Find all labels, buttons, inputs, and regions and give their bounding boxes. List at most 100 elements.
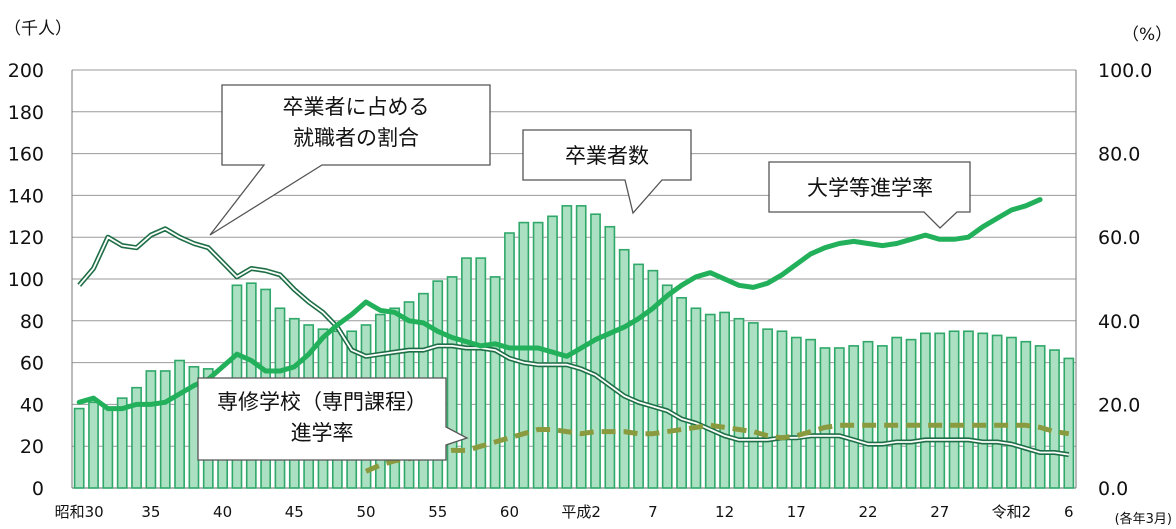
graduates-bar <box>719 311 730 489</box>
graduates-bar <box>532 221 544 489</box>
y-right-tick-label: 100.0 <box>1098 60 1152 82</box>
x-tick-label: 12 <box>715 503 734 521</box>
y-left-unit: （千人） <box>4 19 72 39</box>
x-axis-note: (各年3月) <box>1115 511 1172 527</box>
graduates-bar <box>73 407 85 489</box>
y-right-tick-label: 80.0 <box>1098 144 1140 166</box>
graduates-bar <box>876 345 888 489</box>
callout-university <box>768 161 971 229</box>
graduates-bar <box>690 307 702 489</box>
graduates-bar <box>733 317 745 489</box>
y-left-tick-label: 60 <box>20 353 44 375</box>
graduates-bar <box>159 370 171 489</box>
graduates-bar <box>862 340 874 489</box>
university-rate-line <box>76 197 1043 412</box>
callout-label: 卒業者に占める <box>283 95 430 119</box>
y-right-tick-label: 60.0 <box>1098 227 1140 249</box>
graduates-bar <box>633 263 644 489</box>
graduates-bar <box>518 221 530 489</box>
graduates-bar <box>819 347 831 489</box>
graduates-bar <box>590 213 601 489</box>
graduates-bar <box>131 386 142 489</box>
callout-label: 就職者の割合 <box>293 126 419 150</box>
x-tick-label: 令和2 <box>992 503 1032 521</box>
x-tick-label: 7 <box>648 503 658 521</box>
graduates-bar <box>145 370 157 489</box>
graduates-bar <box>1006 336 1017 489</box>
graduates-bar <box>489 276 501 489</box>
callout-label: 進学率 <box>291 421 354 445</box>
y-left-tick-label: 20 <box>20 436 44 458</box>
graduates-bar <box>88 401 99 489</box>
graduates-bar <box>1034 345 1046 489</box>
graduates-bar <box>920 332 931 489</box>
graduates-bar <box>446 276 458 489</box>
graduates-bar <box>1063 357 1075 489</box>
x-tick-label: 昭和30 <box>55 503 104 521</box>
graduates-bar <box>604 225 616 489</box>
employment-ratio-line-inner <box>78 227 1069 456</box>
callout-label: 大学等進学率 <box>807 176 933 200</box>
graduates-bar <box>461 257 472 489</box>
callout-employment <box>209 84 491 236</box>
graduates-bar <box>1020 340 1032 489</box>
x-tick-label: 22 <box>858 503 877 521</box>
graduates-bar <box>704 313 716 489</box>
axes: 0 20 40 60 80 100 120 140 160 180 200 0.0 20.0 40.0 60… <box>4 19 1172 527</box>
graduates-bar <box>776 330 788 489</box>
y-left-tick-label: 0 <box>32 478 44 500</box>
x-tick-label: 45 <box>285 503 304 521</box>
graduates-bar <box>647 269 659 489</box>
graduates-bar <box>661 284 673 489</box>
x-tick-label: 27 <box>930 503 949 521</box>
x-tick-label: 60 <box>500 503 519 521</box>
graduates-bar <box>762 328 774 489</box>
x-tick-label: 17 <box>787 503 806 521</box>
y-left-tick-label: 200 <box>8 60 44 82</box>
y-left-tick-label: 40 <box>20 394 44 416</box>
graduates-bar <box>102 407 114 489</box>
x-tick-label: 40 <box>213 503 232 521</box>
graduates-bar <box>934 332 946 489</box>
y-left-tick-label: 80 <box>20 311 44 333</box>
rate-lines <box>76 197 1070 474</box>
x-tick-label: 50 <box>356 503 375 521</box>
y-left-tick-label: 100 <box>8 269 44 291</box>
y-right-tick-label: 20.0 <box>1098 394 1140 416</box>
x-tick-label: 6 <box>1064 503 1074 521</box>
graduates-bar <box>561 205 573 489</box>
graduates-bar <box>618 248 630 489</box>
callout-vocational <box>197 377 469 461</box>
callout-label: 専修学校（専門課程） <box>217 390 427 414</box>
y-left-tick-label: 140 <box>8 185 44 207</box>
x-tick-label: 55 <box>428 503 447 521</box>
graduates-bar <box>790 336 802 489</box>
graduates-bar <box>174 359 185 489</box>
y-right-unit: （%） <box>1122 25 1172 45</box>
graduates-bar <box>116 397 128 489</box>
graduates-bar <box>948 330 960 489</box>
graduates-bar <box>977 332 989 489</box>
graduates-bar <box>805 338 817 489</box>
graduates-bar <box>676 297 687 489</box>
x-tick-label: 35 <box>141 503 160 521</box>
callout-graduates <box>522 129 692 215</box>
y-left-tick-label: 120 <box>8 227 44 249</box>
graduates-bar <box>747 322 759 489</box>
graduates-bar <box>848 345 860 489</box>
x-tick-label: 平成2 <box>561 503 601 521</box>
graduates-bar <box>833 347 845 489</box>
graduates-bar <box>905 338 917 489</box>
y-left-tick-label: 160 <box>8 144 44 166</box>
graduates-bar <box>963 330 974 489</box>
y-right-tick-label: 40.0 <box>1098 311 1140 333</box>
graduates-bar <box>1049 349 1060 489</box>
y-left-tick-label: 180 <box>8 102 44 124</box>
callout-label: 卒業者数 <box>565 144 649 168</box>
graduates-bar <box>991 334 1003 489</box>
y-right-tick-label: 0.0 <box>1098 478 1128 500</box>
graduates-bar <box>475 257 487 489</box>
vocational-rate-line <box>364 422 1070 474</box>
